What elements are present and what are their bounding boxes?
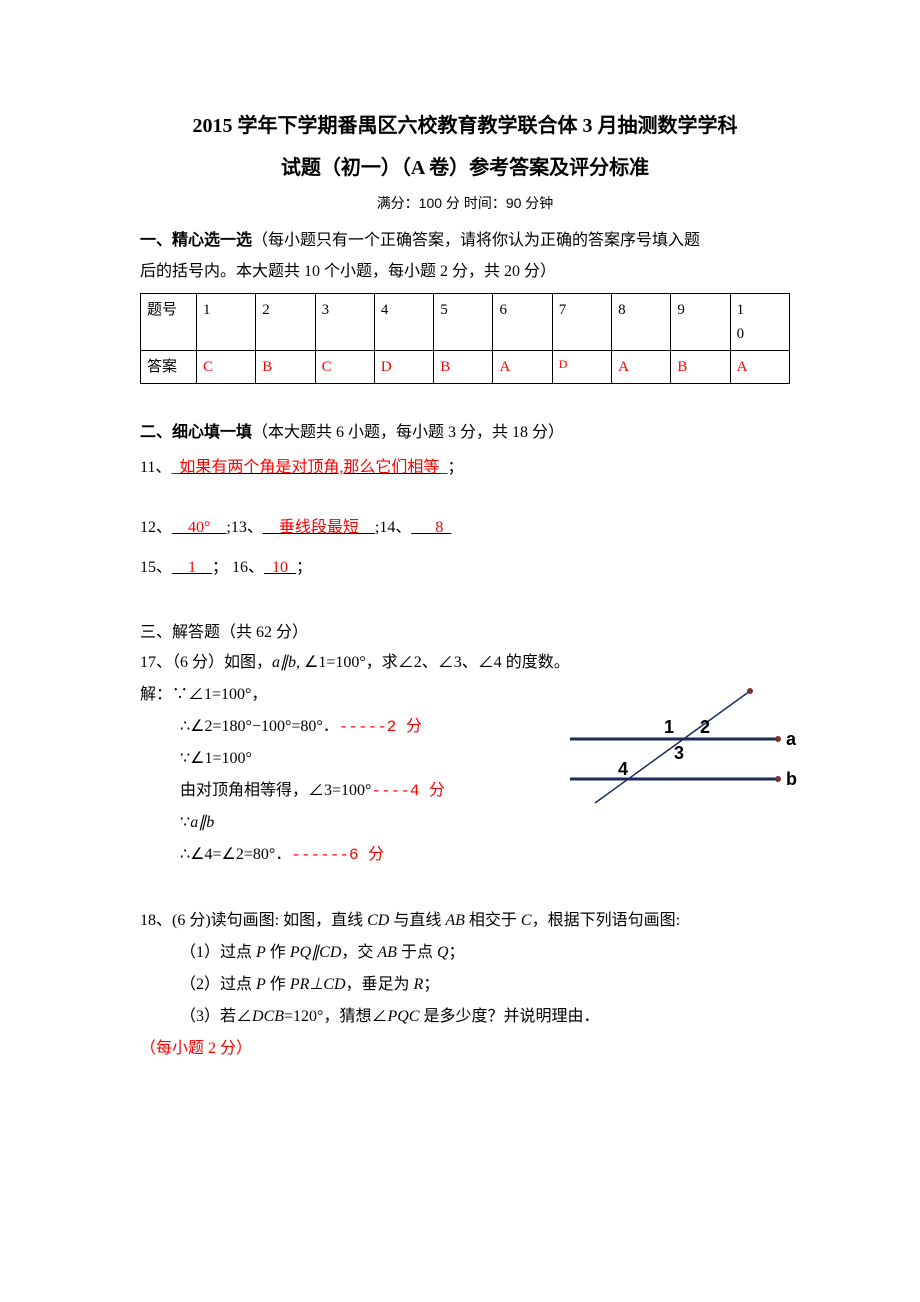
- svg-text:4: 4: [618, 759, 628, 779]
- q-cell: 6: [493, 294, 552, 351]
- a-cell: D: [374, 351, 433, 384]
- q12-14: 12、__40°__;13、__垂线段最短__;14、___8_: [140, 512, 790, 544]
- q11-ans: _如果有两个角是对顶角,那么它们相等_: [171, 459, 447, 476]
- row-label-q: 题号: [141, 294, 197, 351]
- q14-u: ___8_: [411, 519, 451, 536]
- q12-tail: ;13、: [226, 519, 262, 536]
- section1-header: 一、精心选一选（每小题只有一个正确答案，请将你认为正确的答案序号填入题 后的括号…: [140, 226, 790, 287]
- q-cell: 1: [197, 294, 256, 351]
- q18-s3: （3）若∠DCB=120°，猜想∠PQC 是多少度？并说明理由．: [140, 1001, 790, 1033]
- q17: 17、（6 分）如图，a∥b, ∠1=100°，求∠2、∠3、∠4 的度数。 解…: [140, 647, 790, 871]
- meta-line: 满分：100 分 时间：90 分钟: [140, 192, 790, 214]
- q-cell: 9: [671, 294, 730, 351]
- q12-u: __40°__: [172, 519, 226, 536]
- section2-label: 二、细心填一填: [140, 424, 252, 441]
- svg-text:2: 2: [700, 717, 710, 737]
- svg-text:a: a: [786, 729, 797, 749]
- a-cell: A: [612, 351, 671, 384]
- q11: 11、_如果有两个角是对顶角,那么它们相等_；: [140, 452, 790, 484]
- a-cell: A: [730, 351, 789, 384]
- q18-stem: 18、(6 分)读句画图: 如图，直线 CD 与直线 AB 相交于 C，根据下列…: [140, 905, 790, 937]
- q18-s2: （2）过点 P 作 PR⊥CD，垂足为 R；: [140, 969, 790, 1001]
- svg-text:b: b: [786, 769, 797, 789]
- a-cell: B: [671, 351, 730, 384]
- section1-desc-b: 后的括号内。本大题共 10 个小题，每小题 2 分，共 20 分）: [140, 263, 556, 280]
- q11-num: 11、: [140, 459, 171, 476]
- q16-u: _10_: [264, 559, 296, 576]
- a-cell: B: [256, 351, 315, 384]
- svg-text:3: 3: [674, 743, 684, 763]
- q-cell: 5: [434, 294, 493, 351]
- q16-tail: ；: [296, 559, 312, 576]
- a-cell: C: [197, 351, 256, 384]
- svg-text:1: 1: [664, 717, 674, 737]
- q12-num: 12、: [140, 519, 172, 536]
- title-line-1: 2015 学年下学期番禺区六校教育教学联合体 3 月抽测数学学科: [140, 110, 790, 142]
- table-row-a: 答案 C B C D B A D A B A: [141, 351, 790, 384]
- answer-table: 题号 1 2 3 4 5 6 7 8 9 10 答案 C B C D B A D…: [140, 293, 790, 384]
- q13-u: __垂线段最短__: [263, 519, 375, 536]
- table-row-q: 题号 1 2 3 4 5 6 7 8 9 10: [141, 294, 790, 351]
- q13-tail: ;14、: [375, 519, 411, 536]
- section1-label: 一、精心选一选: [140, 232, 252, 249]
- section2-header: 二、细心填一填（本大题共 6 小题，每小题 3 分，共 18 分）: [140, 420, 790, 446]
- a-cell: A: [493, 351, 552, 384]
- a-cell: B: [434, 351, 493, 384]
- q17-l6: ∴∠4=∠2=80°．------6 分: [140, 839, 790, 871]
- q18-s1: （1）过点 P 作 PQ∥CD，交 AB 于点 Q；: [140, 937, 790, 969]
- q15-u: __1__: [172, 559, 212, 576]
- q11-tail: ；: [447, 459, 463, 476]
- a-cell: D: [552, 351, 611, 384]
- q-cell: 2: [256, 294, 315, 351]
- a-cell: C: [315, 351, 374, 384]
- q15-16: 15、__1__； 16、_10_；: [140, 552, 790, 584]
- row-label-a: 答案: [141, 351, 197, 384]
- q-cell: 4: [374, 294, 433, 351]
- section3-header: 三、解答题（共 62 分）: [140, 620, 790, 646]
- section2-desc: （本大题共 6 小题，每小题 3 分，共 18 分）: [252, 424, 564, 441]
- q15-tail: ； 16、: [212, 559, 264, 576]
- q15-num: 15、: [140, 559, 172, 576]
- section1-desc-a: （每小题只有一个正确答案，请将你认为正确的答案序号填入题: [252, 232, 700, 249]
- q-cell-10: 10: [730, 294, 789, 351]
- q18-note: （每小题 2 分）: [140, 1033, 790, 1065]
- title-line-2: 试题（初一）（A 卷）参考答案及评分标准: [140, 152, 790, 184]
- q17-stem: 17、（6 分）如图，a∥b, ∠1=100°，求∠2、∠3、∠4 的度数。: [140, 647, 790, 679]
- q18: 18、(6 分)读句画图: 如图，直线 CD 与直线 AB 相交于 C，根据下列…: [140, 905, 790, 1065]
- q17-diagram: 1 2 3 4 a b: [550, 683, 810, 823]
- q-cell: 7: [552, 294, 611, 351]
- q-cell: 3: [315, 294, 374, 351]
- q-cell: 8: [612, 294, 671, 351]
